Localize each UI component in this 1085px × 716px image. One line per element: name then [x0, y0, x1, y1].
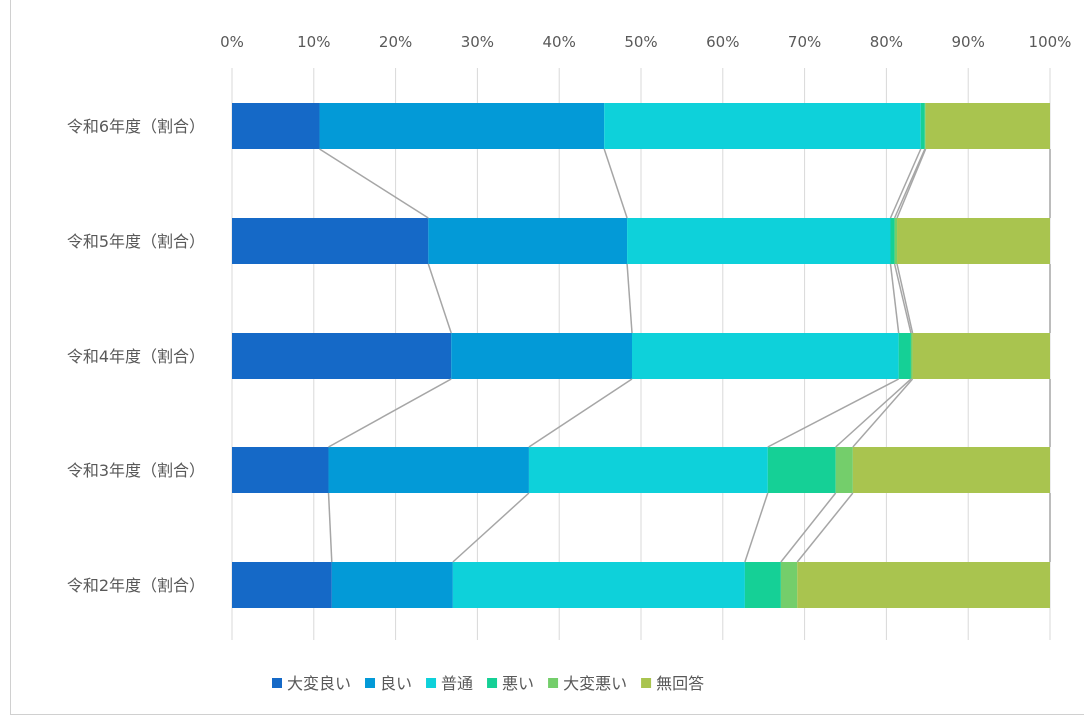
- series-line: [327, 492, 333, 563]
- series-line: [889, 148, 922, 219]
- series-line: [889, 263, 900, 334]
- x-tick-label: 30%: [461, 33, 494, 51]
- legend-label: 良い: [380, 674, 412, 693]
- bar-segment: [232, 447, 329, 493]
- bar-segment: [328, 447, 529, 493]
- bar-segment: [428, 218, 628, 264]
- bar-segment: [451, 333, 633, 379]
- bar-segment: [920, 103, 925, 149]
- bar-segment: [232, 218, 429, 264]
- x-tick-label: 10%: [297, 33, 330, 51]
- category-label: 令和5年度（割合）: [67, 232, 205, 251]
- bar-segment: [632, 333, 899, 379]
- legend-swatch: [272, 678, 282, 688]
- series-line: [852, 378, 914, 448]
- series-line: [427, 263, 452, 334]
- bar-segment: [452, 562, 745, 608]
- legend-swatch: [487, 678, 498, 688]
- x-tick-label: 20%: [379, 33, 412, 51]
- legend-swatch: [426, 678, 437, 688]
- series-line: [767, 378, 900, 448]
- x-tick-label: 50%: [624, 33, 657, 51]
- bar-segment: [910, 333, 913, 379]
- bar-segment: [780, 562, 798, 608]
- bar-segment: [898, 333, 911, 379]
- series-line: [893, 263, 912, 334]
- legend-swatch: [641, 678, 652, 688]
- legend-label: 大変悪い: [563, 674, 627, 693]
- bar-segment: [925, 103, 1050, 149]
- series-line: [452, 492, 530, 563]
- category-label: 令和4年度（割合）: [67, 347, 205, 366]
- bar-segment: [894, 218, 898, 264]
- bar-segment: [797, 562, 1050, 608]
- series-line: [893, 148, 926, 219]
- x-tick-label: 0%: [220, 33, 244, 51]
- x-tick-label: 60%: [706, 33, 739, 51]
- bar-segment: [232, 103, 320, 149]
- bar-segment: [852, 447, 1050, 493]
- bar-segment: [232, 562, 332, 608]
- bar-segment: [232, 333, 452, 379]
- bars: [232, 103, 1050, 608]
- category-label: 令和3年度（割合）: [67, 461, 205, 480]
- series-line: [896, 148, 927, 219]
- bar-segment: [890, 218, 895, 264]
- bar-segment: [835, 447, 853, 493]
- series-line: [328, 378, 452, 448]
- series-line: [744, 492, 769, 563]
- y-axis-category-labels: 令和6年度（割合） 令和5年度（割合） 令和4年度（割合） 令和3年度（割合） 令和2年…: [67, 117, 205, 595]
- legend-label: 無回答: [656, 674, 704, 693]
- x-tick-label: 100%: [1029, 33, 1072, 51]
- series-line: [796, 492, 854, 563]
- legend-label: 悪い: [502, 674, 534, 693]
- bar-segment: [528, 447, 768, 493]
- x-tick-label: 70%: [788, 33, 821, 51]
- x-tick-label: 40%: [543, 33, 576, 51]
- bar-segment: [924, 103, 926, 149]
- x-tick-label: 90%: [952, 33, 985, 51]
- legend-swatch: [548, 678, 559, 688]
- series-line: [896, 263, 914, 334]
- x-axis-tick-labels: 0% 10% 20% 30% 40% 50% 60% 70% 80% 90% 100%: [220, 33, 1071, 51]
- series-lines: [319, 148, 1051, 563]
- x-tick-label: 80%: [870, 33, 903, 51]
- series-line: [780, 492, 837, 563]
- legend-label: 大変良い: [287, 674, 351, 693]
- bar-segment: [331, 562, 453, 608]
- series-line: [319, 148, 429, 219]
- legend-swatch: [365, 678, 376, 688]
- bar-segment: [627, 218, 891, 264]
- bar-segment: [319, 103, 605, 149]
- legend-label: 普通: [441, 674, 473, 693]
- series-line: [528, 378, 633, 448]
- bar-segment: [767, 447, 836, 493]
- category-label: 令和2年度（割合）: [67, 576, 205, 595]
- bar-segment: [897, 218, 1050, 264]
- bar-segment: [744, 562, 781, 608]
- series-line: [603, 148, 628, 219]
- bar-segment: [912, 333, 1050, 379]
- series-line: [835, 378, 912, 448]
- category-label: 令和6年度（割合）: [67, 117, 205, 136]
- legend: 大変良い 良い 普通 悪い 大変悪い 無回答: [272, 674, 704, 693]
- bar-segment: [604, 103, 921, 149]
- series-line: [626, 263, 633, 334]
